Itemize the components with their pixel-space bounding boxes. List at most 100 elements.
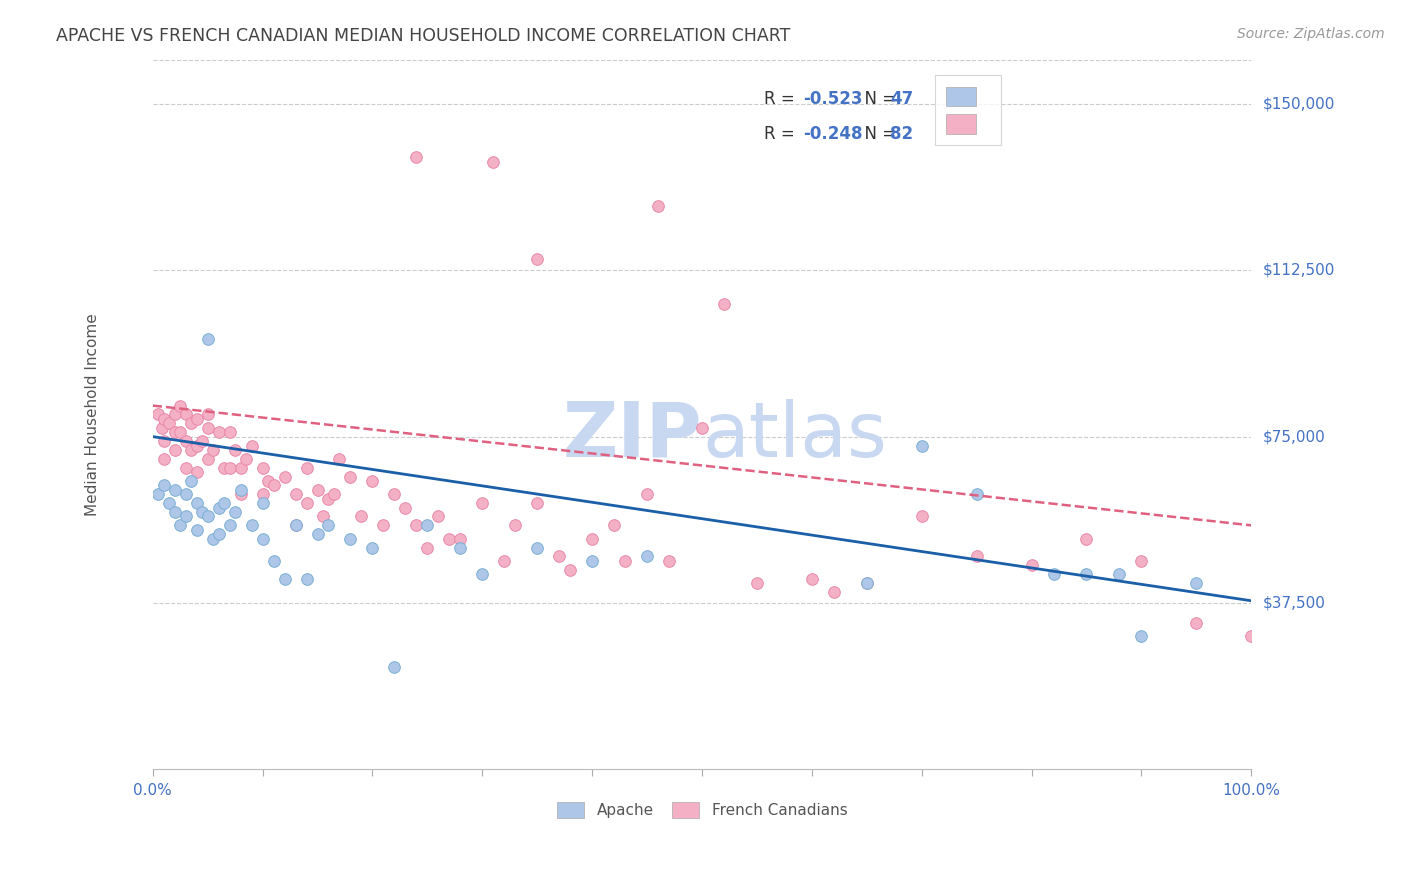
Point [174,509,197,524]
Text: R =: R = [763,125,800,143]
Point [966,487,988,501]
Text: ZIP: ZIP [562,399,702,473]
Point [169,518,191,533]
Point [439,532,461,546]
Point [494,554,516,568]
Point [548,549,571,564]
Point [471,496,494,510]
Point [328,451,350,466]
Point [163,505,186,519]
Point [191,505,214,519]
Point [503,518,526,533]
Point [614,554,637,568]
Point [284,518,307,533]
Point [636,549,658,564]
Point [208,425,231,440]
Point [690,421,713,435]
Point [384,660,406,674]
Point [911,509,934,524]
Text: -0.523: -0.523 [803,90,862,108]
Point [197,332,219,346]
Point [263,478,285,492]
Point [197,509,219,524]
Point [186,465,208,479]
Point [373,518,395,533]
Point [252,460,274,475]
Point [157,417,180,431]
Point [229,487,252,501]
Text: Median Household Income: Median Household Income [84,313,100,516]
Point [157,496,180,510]
Point [148,487,170,501]
Point [1076,567,1098,582]
Point [150,421,173,435]
Point [1108,567,1130,582]
Point [581,554,603,568]
Point [174,487,197,501]
Point [224,442,246,457]
Point [235,451,257,466]
Point [202,442,225,457]
Text: atlas: atlas [702,399,887,473]
Point [966,549,988,564]
Point [163,408,186,422]
Point [295,460,318,475]
Point [295,572,318,586]
Point [823,585,845,599]
Point [323,487,346,501]
Point [1076,532,1098,546]
Point [229,483,252,497]
Point [339,532,361,546]
Point [212,460,235,475]
Point [186,523,208,537]
Point [186,438,208,452]
Text: N =: N = [853,90,901,108]
Point [800,572,823,586]
Point [218,425,240,440]
Point [197,451,219,466]
Point [449,541,471,555]
Text: Source: ZipAtlas.com: Source: ZipAtlas.com [1237,27,1385,41]
Point [202,532,225,546]
Point [208,527,231,541]
Text: $112,500: $112,500 [1263,263,1334,277]
Point [208,500,231,515]
Point [416,541,439,555]
Point [257,474,280,488]
Point [218,518,240,533]
Point [350,509,373,524]
Point [174,408,197,422]
Text: $75,000: $75,000 [1263,429,1324,444]
Point [284,518,307,533]
Point [449,532,471,546]
Point [152,412,174,426]
Point [1042,567,1064,582]
Point [394,500,416,515]
Point [1021,558,1043,573]
Point [427,509,450,524]
Point [218,460,240,475]
Point [1185,576,1208,591]
Point [560,563,582,577]
Point [647,199,669,213]
Text: R =: R = [763,90,800,108]
Point [1240,629,1263,643]
Point [384,487,406,501]
Point [911,438,934,452]
Point [405,150,427,164]
Point [197,421,219,435]
Point [169,399,191,413]
Text: $37,500: $37,500 [1263,596,1326,610]
Text: N =: N = [853,125,901,143]
Point [180,417,202,431]
Point [405,518,427,533]
Point [197,408,219,422]
Point [361,474,384,488]
Point [1130,554,1153,568]
Point [273,469,295,483]
Point [482,154,505,169]
Point [263,554,285,568]
Point [174,434,197,448]
Point [307,527,329,541]
Point [295,496,318,510]
